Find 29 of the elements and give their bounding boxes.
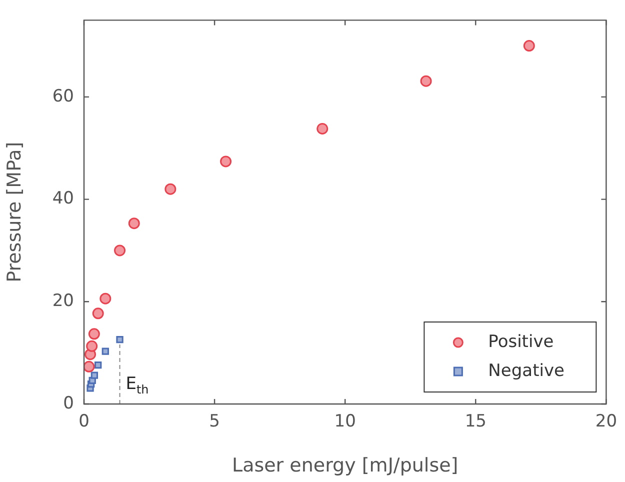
point <box>114 244 126 256</box>
point <box>220 156 232 168</box>
point <box>128 218 140 230</box>
point <box>116 336 124 344</box>
point <box>92 308 104 320</box>
point <box>90 372 98 379</box>
y-tick-label: 60 <box>52 86 74 106</box>
point <box>523 40 535 52</box>
point <box>164 183 176 195</box>
point <box>88 328 100 340</box>
x-tick-label: 5 <box>209 412 220 432</box>
y-tick-label: 20 <box>52 291 74 312</box>
y-tick-label: 40 <box>52 188 74 209</box>
legend-label: Negative <box>488 360 564 381</box>
x-tick-label: 0 <box>78 412 90 432</box>
point <box>86 340 98 352</box>
point <box>316 122 328 134</box>
point <box>94 362 102 369</box>
point <box>102 348 109 355</box>
x-tick-label: 15 <box>464 412 486 432</box>
x-axis-title: Laser energy [mJ/pulse] <box>232 454 458 477</box>
y-tick-label: 0 <box>63 393 74 414</box>
point <box>84 360 95 372</box>
point <box>100 292 112 304</box>
x-tick-label: 20 <box>595 412 618 432</box>
x-tick-label: 10 <box>334 412 356 432</box>
point <box>420 75 432 87</box>
y-axis-title: Pressure [MPa] <box>3 142 26 282</box>
legend-label: Positive <box>488 332 554 352</box>
